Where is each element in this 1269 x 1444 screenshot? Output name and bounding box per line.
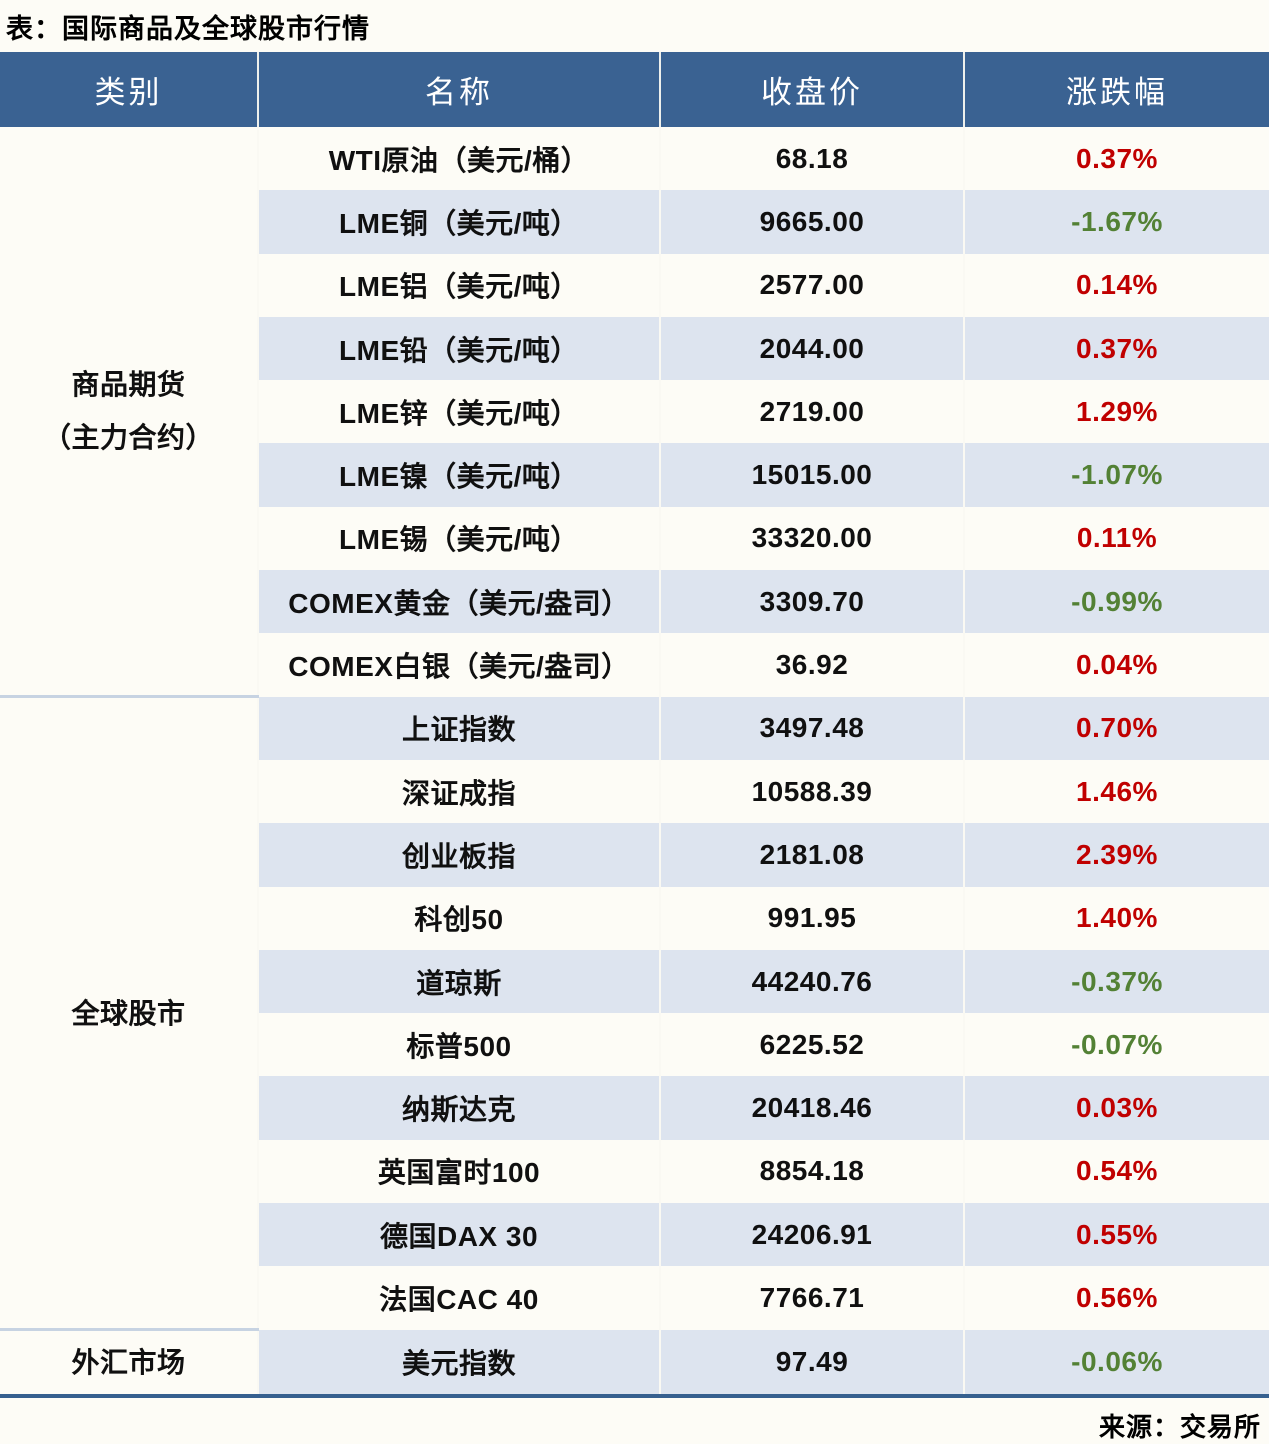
header-close: 收盘价 (659, 52, 964, 127)
cell-name: WTI原油（美元/桶） (257, 127, 660, 191)
cell-name: 道琼斯 (257, 949, 660, 1014)
table-row: 商品期货 （主力合约） WTI原油（美元/桶） 68.18 0.37% (0, 127, 1269, 453)
table-row: COMEX黄金（美元/盎司） 3309.70 -0.99% (0, 570, 1269, 634)
table-row: LME镍（美元/吨） 15015.00 -1.07% (0, 443, 1269, 507)
category-label: 外汇市场 (71, 1347, 186, 1379)
cell-name: LME锡（美元/吨） (257, 506, 660, 571)
cell-change: -0.07% (963, 1013, 1269, 1077)
cell-change: 0.55% (963, 1203, 1269, 1267)
cell-close: 3497.48 (659, 696, 964, 760)
cell-name: 深证成指 (257, 759, 660, 824)
table-row: LME铜（美元/吨） 9665.00 -1.67% (0, 190, 1269, 254)
cell-change: -0.06% (963, 1329, 1269, 1399)
cell-name: LME铝（美元/吨） (257, 253, 660, 317)
category-label: （主力合约） (42, 422, 214, 454)
cell-close: 97.49 (659, 1329, 964, 1399)
cell-close: 3309.70 (659, 570, 964, 634)
cell-change: 0.11% (963, 506, 1269, 571)
cell-close: 2577.00 (659, 253, 964, 317)
cell-close: 44240.76 (659, 949, 964, 1014)
cell-close: 991.95 (659, 886, 964, 950)
cell-change: 1.46% (963, 759, 1269, 824)
cell-close: 7766.71 (659, 1266, 964, 1330)
cell-change: 0.37% (963, 316, 1269, 381)
category-cell: 外汇市场 (0, 1328, 258, 1399)
table-row: LME锡（美元/吨） 33320.00 0.11% (0, 506, 1269, 571)
cell-close: 36.92 (659, 633, 964, 697)
cell-change: 2.39% (963, 823, 1269, 887)
header-name: 名称 (257, 52, 660, 127)
page-title: 表：国际商品及全球股市行情 (6, 14, 370, 44)
cell-change: 0.03% (963, 1076, 1269, 1140)
table-header: 类别 名称 收盘价 涨跌幅 (0, 52, 1269, 127)
header-category: 类别 (0, 52, 258, 127)
cell-change: -1.67% (963, 190, 1269, 254)
cell-close: 15015.00 (659, 443, 964, 507)
table-row: 法国CAC 40 7766.71 0.56% (0, 1266, 1269, 1330)
cell-change: -1.07% (963, 443, 1269, 507)
table-row: 英国富时100 8854.18 0.54% (0, 1139, 1269, 1204)
cell-change: 0.04% (963, 633, 1269, 697)
table-row: 深证成指 10588.39 1.46% (0, 759, 1269, 824)
cell-name: LME铅（美元/吨） (257, 316, 660, 381)
cell-name: LME铜（美元/吨） (257, 190, 660, 254)
cell-close: 2181.08 (659, 823, 964, 887)
cell-close: 2044.00 (659, 316, 964, 381)
table-body: 商品期货 （主力合约） WTI原油（美元/桶） 68.18 0.37% LME铜（美元/吨… (0, 127, 1269, 1399)
cell-change: 1.29% (963, 380, 1269, 444)
cell-name: 美元指数 (257, 1329, 660, 1399)
cell-name: COMEX黄金（美元/盎司） (257, 570, 660, 634)
market-table: 类别 名称 收盘价 涨跌幅 商品期货 （主力合约） WTI原油（美元/桶） 68.18… (0, 52, 1269, 1399)
cell-name: 德国DAX 30 (257, 1203, 660, 1267)
table-row: LME铝（美元/吨） 2577.00 0.14% (0, 253, 1269, 317)
cell-name: 创业板指 (257, 823, 660, 887)
cell-close: 20418.46 (659, 1076, 964, 1140)
cell-change: 0.70% (963, 696, 1269, 760)
source-note: 来源：交易所 (1098, 1412, 1261, 1443)
cell-change: 0.14% (963, 253, 1269, 317)
cell-close: 68.18 (659, 127, 964, 191)
table-row: 德国DAX 30 24206.91 0.55% (0, 1203, 1269, 1267)
cell-change: 0.56% (963, 1266, 1269, 1330)
cell-close: 2719.00 (659, 380, 964, 444)
table-row: LME铅（美元/吨） 2044.00 0.37% (0, 316, 1269, 381)
table-row: 标普500 6225.52 -0.07% (0, 1013, 1269, 1077)
header-row: 类别 名称 收盘价 涨跌幅 (0, 52, 1269, 127)
table-row: 道琼斯 44240.76 -0.37% (0, 949, 1269, 1014)
table-row: 纳斯达克 20418.46 0.03% (0, 1076, 1269, 1140)
cell-name: 英国富时100 (257, 1139, 660, 1204)
category-cell: 商品期货 （主力合约） (0, 127, 258, 697)
table-row: 全球股市 上证指数 3497.48 0.70% (0, 695, 1269, 1330)
cell-close: 8854.18 (659, 1139, 964, 1204)
cell-name: 纳斯达克 (257, 1076, 660, 1140)
cell-change: 1.40% (963, 886, 1269, 950)
cell-name: 上证指数 (257, 696, 660, 760)
cell-close: 6225.52 (659, 1013, 964, 1077)
cell-name: 标普500 (257, 1013, 660, 1077)
cell-name: 法国CAC 40 (257, 1266, 660, 1330)
cell-change: 0.37% (963, 127, 1269, 191)
cell-name: LME镍（美元/吨） (257, 443, 660, 507)
cell-name: LME锌（美元/吨） (257, 380, 660, 444)
header-change: 涨跌幅 (963, 52, 1269, 127)
table-row: LME锌（美元/吨） 2719.00 1.29% (0, 380, 1269, 444)
cell-change: 0.54% (963, 1139, 1269, 1204)
cell-close: 33320.00 (659, 506, 964, 571)
cell-name: 科创50 (257, 886, 660, 950)
category-label: 商品期货 (71, 368, 186, 400)
cell-close: 9665.00 (659, 190, 964, 254)
category-label: 全球股市 (71, 997, 186, 1029)
table-row: 外汇市场 美元指数 97.49 -0.06% (0, 1328, 1269, 1399)
table-row: 科创50 991.95 1.40% (0, 886, 1269, 950)
category-cell: 全球股市 (0, 695, 258, 1330)
table-row: 创业板指 2181.08 2.39% (0, 823, 1269, 887)
cell-change: -0.99% (963, 570, 1269, 634)
cell-name: COMEX白银（美元/盎司） (257, 633, 660, 697)
cell-close: 24206.91 (659, 1203, 964, 1267)
cell-close: 10588.39 (659, 759, 964, 824)
cell-change: -0.37% (963, 949, 1269, 1014)
table-row: COMEX白银（美元/盎司） 36.92 0.04% (0, 633, 1269, 697)
